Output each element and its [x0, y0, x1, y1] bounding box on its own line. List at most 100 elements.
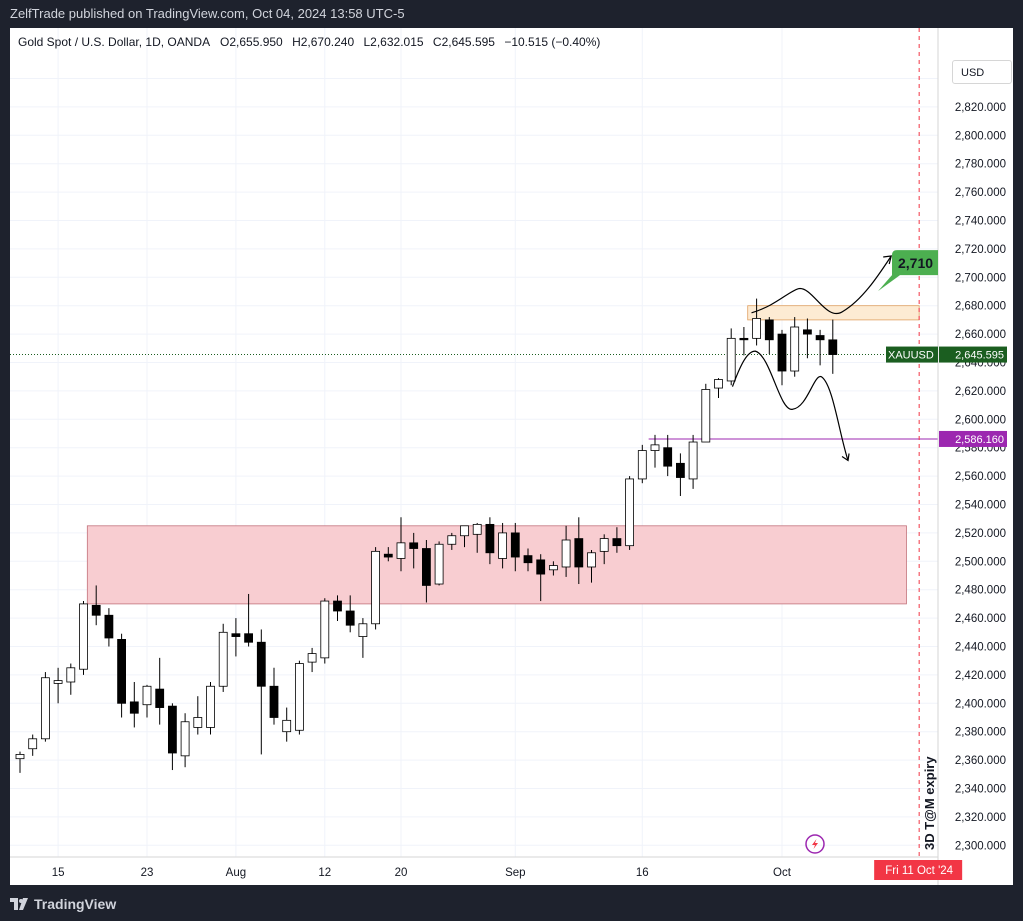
y-tick-label: 2,380.000	[955, 727, 1006, 739]
candle	[117, 633, 126, 718]
candle-body	[180, 721, 190, 757]
candle-body	[498, 532, 508, 559]
footer: TradingView	[0, 885, 1023, 921]
y-tick-label: 2,600.000	[955, 414, 1006, 426]
level-price-value: 2,586.160	[955, 434, 1004, 446]
expiry-date-label: Fri 11 Oct '24	[885, 865, 953, 877]
candle-body	[66, 667, 76, 683]
candle-body	[371, 550, 381, 625]
candle-body	[269, 685, 279, 718]
legend-h-label: H	[292, 35, 301, 49]
candle	[764, 317, 774, 354]
candle-body	[53, 680, 63, 684]
candle-body	[15, 754, 25, 760]
candle-body	[142, 685, 152, 706]
bullish-projection-path	[751, 255, 892, 315]
candle	[269, 667, 279, 725]
candle	[206, 682, 215, 735]
candle-body	[510, 532, 520, 558]
candle-body	[599, 538, 609, 552]
y-tick-label: 2,360.000	[955, 755, 1006, 767]
candle-body	[701, 389, 711, 443]
candle	[523, 548, 533, 572]
candle-body	[282, 719, 292, 733]
publish-info: ZelfTrade published on TradingView.com, …	[10, 6, 405, 21]
x-tick-label: 15	[52, 867, 65, 879]
candle-body	[167, 705, 177, 754]
bullish-arrow-head	[883, 255, 893, 265]
y-tick-label: 2,400.000	[955, 698, 1006, 710]
candle	[28, 734, 38, 756]
grid-lines	[10, 28, 938, 857]
target-flag	[878, 250, 938, 292]
footer-brand: TradingView	[34, 896, 117, 912]
legend-o-label: O	[220, 35, 229, 49]
candle-body	[256, 641, 266, 687]
candle-body	[663, 447, 673, 467]
candle-body	[549, 565, 558, 571]
candle-body	[91, 604, 101, 616]
y-tick-label: 2,540.000	[955, 500, 1006, 512]
candle-body	[307, 653, 317, 663]
candle-body	[193, 717, 203, 728]
candle-body	[803, 329, 812, 335]
candle-body	[320, 600, 330, 659]
drawings-layer	[731, 255, 893, 462]
legend-l-label: L	[363, 35, 370, 49]
candle-body	[790, 326, 800, 372]
target-label: 2,710	[898, 255, 933, 271]
candle	[815, 329, 825, 366]
price-chart[interactable]: 2,300.000 2,320.000 2,340.000 2,360.000 2,38…	[10, 28, 1013, 885]
y-tick-label: 2,620.000	[955, 386, 1006, 398]
lightning-icon[interactable]	[805, 834, 825, 854]
candle-body	[764, 319, 774, 341]
x-tick-label: Sep	[505, 867, 525, 879]
y-tick-label: 2,480.000	[955, 585, 1006, 597]
candle	[650, 434, 660, 468]
currency-button[interactable]: USD	[952, 60, 1012, 84]
demand-zone	[86, 525, 907, 605]
candle	[79, 601, 88, 675]
candles-layer	[15, 298, 838, 773]
candle	[15, 751, 25, 773]
candle	[752, 298, 761, 346]
level-price-tag	[939, 430, 1007, 447]
candle-body	[421, 548, 431, 586]
legend-change: −10.515 (−0.40%)	[504, 35, 600, 49]
candle	[244, 593, 254, 647]
candle	[282, 707, 292, 742]
y-tick-label: 2,340.000	[955, 784, 1006, 796]
candle	[739, 327, 749, 356]
legend-open: 2,655.950	[229, 35, 283, 49]
candle-body	[688, 441, 698, 480]
candle-body	[28, 738, 38, 750]
candle-body	[536, 559, 546, 575]
candle	[333, 595, 342, 621]
x-tick-label: Aug	[226, 867, 246, 879]
candle-body	[637, 450, 647, 480]
tradingview-logo[interactable]: TradingView	[10, 896, 116, 912]
y-tick-label: 2,800.000	[955, 130, 1006, 142]
y-tick-label: 2,460.000	[955, 613, 1006, 625]
candle-body	[625, 478, 634, 547]
candle-body	[447, 535, 457, 545]
y-tick-label: 2,820.000	[955, 102, 1006, 114]
bearish-projection-path	[731, 350, 849, 461]
current-price-value: 2,645.595	[955, 350, 1004, 362]
candle-body	[244, 633, 254, 643]
y-tick-label: 2,740.000	[955, 216, 1006, 228]
candle	[155, 657, 165, 725]
candle-body	[752, 318, 761, 339]
legend-close: 2,645.595	[442, 35, 496, 49]
candle	[510, 522, 520, 572]
axis-labels: XAUUSD 2,645.595 2,586.160 2,710 Fri 11 Oct …	[874, 250, 1007, 880]
candle-body	[218, 631, 228, 687]
candle-body	[828, 339, 838, 355]
candle	[701, 383, 711, 443]
candle-body	[231, 633, 241, 637]
candle	[777, 329, 787, 386]
candle-body	[129, 701, 139, 714]
y-tick-label: 2,680.000	[955, 301, 1006, 313]
candle-body	[714, 379, 723, 389]
candle	[167, 703, 177, 771]
